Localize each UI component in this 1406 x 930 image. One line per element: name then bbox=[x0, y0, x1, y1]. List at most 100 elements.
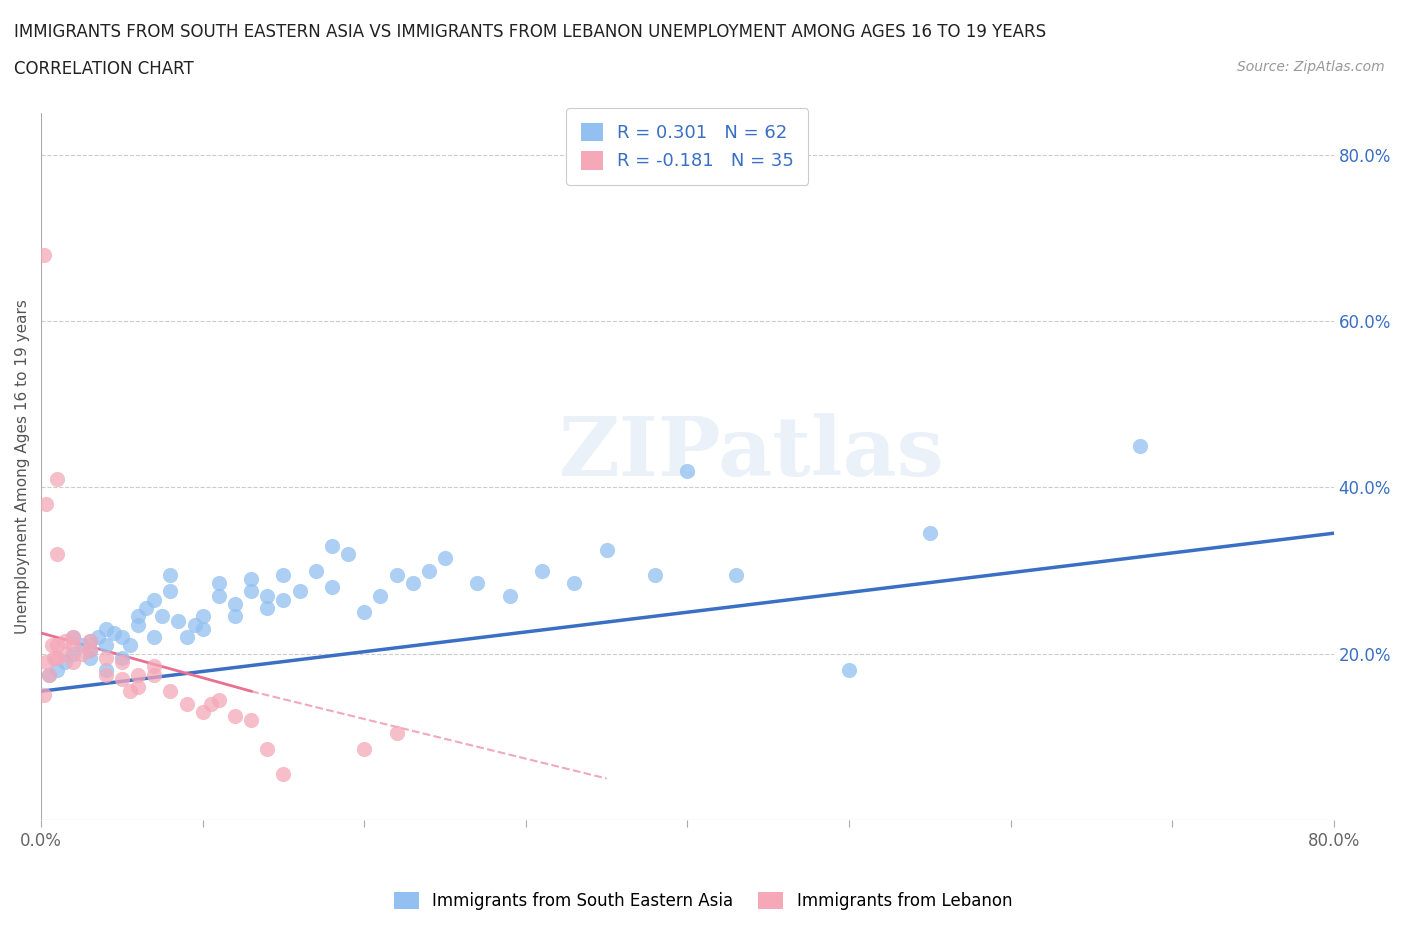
Point bbox=[200, 697, 222, 711]
Point bbox=[143, 667, 166, 682]
Point bbox=[41, 638, 63, 653]
Point bbox=[111, 671, 134, 686]
Point bbox=[159, 584, 181, 599]
Point bbox=[402, 576, 425, 591]
Point bbox=[530, 564, 553, 578]
Point bbox=[94, 667, 117, 682]
Point bbox=[838, 663, 860, 678]
Point bbox=[79, 634, 101, 649]
Point bbox=[183, 618, 205, 632]
Point bbox=[35, 655, 58, 670]
Point bbox=[370, 588, 392, 603]
Point bbox=[94, 663, 117, 678]
Point bbox=[46, 472, 69, 486]
Point bbox=[118, 684, 141, 698]
Point bbox=[38, 667, 60, 682]
Point bbox=[118, 638, 141, 653]
Point bbox=[79, 643, 101, 658]
Point bbox=[353, 742, 375, 757]
Point bbox=[498, 588, 520, 603]
Point bbox=[46, 638, 69, 653]
Point bbox=[159, 567, 181, 582]
Point bbox=[191, 705, 214, 720]
Point bbox=[143, 592, 166, 607]
Point bbox=[240, 584, 263, 599]
Point bbox=[353, 604, 375, 619]
Point bbox=[385, 725, 408, 740]
Point bbox=[224, 709, 246, 724]
Point bbox=[167, 613, 190, 628]
Text: IMMIGRANTS FROM SOUTH EASTERN ASIA VS IMMIGRANTS FROM LEBANON UNEMPLOYMENT AMONG: IMMIGRANTS FROM SOUTH EASTERN ASIA VS IM… bbox=[14, 23, 1046, 41]
Point bbox=[337, 547, 360, 562]
Point bbox=[46, 650, 69, 665]
Y-axis label: Unemployment Among Ages 16 to 19 years: Unemployment Among Ages 16 to 19 years bbox=[15, 299, 30, 634]
Point bbox=[644, 567, 666, 582]
Point bbox=[208, 576, 231, 591]
Point bbox=[273, 767, 295, 782]
Point bbox=[62, 630, 84, 644]
Point bbox=[35, 497, 58, 512]
Point bbox=[208, 692, 231, 707]
Point bbox=[53, 634, 76, 649]
Point bbox=[176, 630, 198, 644]
Point bbox=[724, 567, 747, 582]
Point bbox=[127, 667, 149, 682]
Point bbox=[191, 609, 214, 624]
Point bbox=[1129, 438, 1152, 453]
Point bbox=[70, 638, 93, 653]
Point bbox=[53, 646, 76, 661]
Point bbox=[676, 463, 699, 478]
Point bbox=[127, 618, 149, 632]
Point bbox=[224, 596, 246, 611]
Point bbox=[256, 588, 278, 603]
Point bbox=[562, 576, 585, 591]
Point bbox=[434, 551, 457, 565]
Text: Source: ZipAtlas.com: Source: ZipAtlas.com bbox=[1237, 60, 1385, 74]
Point bbox=[127, 609, 149, 624]
Point bbox=[86, 630, 108, 644]
Point bbox=[288, 584, 311, 599]
Point bbox=[240, 572, 263, 587]
Text: ZIPatlas: ZIPatlas bbox=[560, 413, 945, 493]
Point bbox=[62, 638, 84, 653]
Point bbox=[46, 663, 69, 678]
Point bbox=[79, 650, 101, 665]
Point bbox=[53, 655, 76, 670]
Legend: R = 0.301   N = 62, R = -0.181   N = 35: R = 0.301 N = 62, R = -0.181 N = 35 bbox=[567, 108, 808, 185]
Point bbox=[34, 688, 56, 703]
Point bbox=[62, 646, 84, 661]
Point bbox=[191, 621, 214, 636]
Point bbox=[103, 626, 125, 641]
Point bbox=[135, 601, 157, 616]
Legend: Immigrants from South Eastern Asia, Immigrants from Lebanon: Immigrants from South Eastern Asia, Immi… bbox=[387, 885, 1019, 917]
Point bbox=[150, 609, 173, 624]
Point bbox=[94, 650, 117, 665]
Point bbox=[42, 650, 65, 665]
Point bbox=[208, 588, 231, 603]
Point bbox=[62, 655, 84, 670]
Point bbox=[256, 601, 278, 616]
Point bbox=[595, 542, 617, 557]
Point bbox=[240, 713, 263, 728]
Point bbox=[224, 609, 246, 624]
Point bbox=[143, 658, 166, 673]
Point bbox=[321, 538, 343, 553]
Point bbox=[143, 630, 166, 644]
Point bbox=[418, 564, 440, 578]
Point bbox=[321, 579, 343, 594]
Point bbox=[256, 742, 278, 757]
Point bbox=[111, 655, 134, 670]
Point bbox=[79, 634, 101, 649]
Point bbox=[176, 697, 198, 711]
Point bbox=[159, 684, 181, 698]
Point bbox=[385, 567, 408, 582]
Point bbox=[273, 592, 295, 607]
Point bbox=[46, 547, 69, 562]
Point bbox=[305, 564, 328, 578]
Point bbox=[70, 646, 93, 661]
Point bbox=[467, 576, 489, 591]
Point bbox=[273, 567, 295, 582]
Point bbox=[94, 621, 117, 636]
Point bbox=[111, 650, 134, 665]
Point bbox=[918, 525, 941, 540]
